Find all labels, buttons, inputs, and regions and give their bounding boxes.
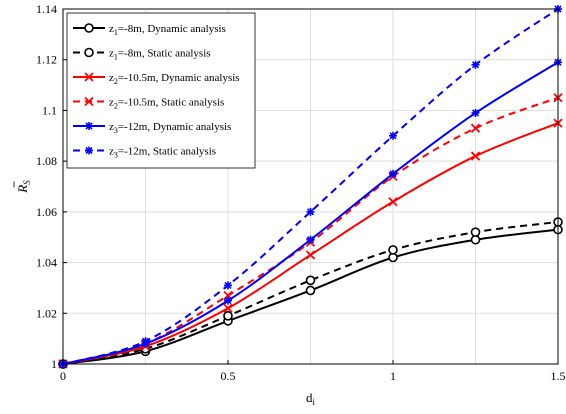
legend-entry: z3=-12m, Static analysis	[73, 146, 216, 160]
legend-label-sub: 3	[114, 151, 118, 160]
data-point	[470, 234, 481, 245]
data-point	[471, 60, 480, 69]
legend-label-rest: =-8m, Dynamic analysis	[118, 23, 226, 35]
data-point	[85, 146, 93, 155]
legend-entry: z1=-8m, Dynamic analysis	[73, 23, 226, 37]
data-point	[85, 122, 93, 130]
data-point-stroke	[306, 236, 315, 244]
legend-label-main: z	[109, 97, 114, 109]
y-tick-label: 1.12	[36, 53, 57, 67]
data-point-stroke	[470, 123, 481, 133]
legend-label-main: z	[109, 72, 114, 84]
data-point	[388, 252, 398, 263]
data-point	[223, 311, 233, 321]
data-point-stroke	[84, 72, 94, 82]
data-point	[84, 47, 94, 58]
data-point-stroke	[306, 208, 315, 216]
x-axis-title-main: d	[306, 390, 313, 405]
data-point-stroke	[388, 197, 398, 207]
legend-label-rest: =-8m, Static analysis	[118, 48, 211, 60]
legend-label-sub: 1	[114, 28, 118, 37]
data-point-stroke	[471, 109, 480, 117]
x-axis-title: di	[306, 390, 316, 407]
x-tick-label: 0.5	[221, 369, 236, 383]
legend-entry: z2=-10.5m, Static analysis	[73, 97, 224, 111]
plot-frame	[62, 8, 559, 365]
data-point-stroke	[224, 297, 232, 305]
x-axis-title-sub: i	[312, 397, 315, 407]
legend-label-sub: 2	[114, 102, 118, 111]
x-tick-label: 1.5	[551, 369, 566, 383]
legend-label-sub: 2	[114, 77, 118, 86]
y-tick-label: 1.1	[42, 103, 57, 117]
data-point	[470, 227, 481, 237]
legend-box	[66, 12, 256, 169]
data-point	[223, 303, 233, 313]
data-point	[306, 207, 315, 216]
y-axis-title-sub: S	[22, 180, 32, 185]
y-tick-label: 1.02	[36, 306, 57, 320]
data-point	[470, 123, 481, 133]
data-point-stroke	[85, 146, 93, 155]
data-point-stroke	[471, 61, 480, 69]
data-point-stroke	[85, 122, 93, 130]
data-point	[471, 108, 480, 117]
data-point-stroke	[305, 250, 316, 260]
data-point	[389, 131, 397, 140]
data-point	[470, 151, 481, 161]
y-tick-label: 1.08	[36, 154, 57, 168]
data-point-stroke	[84, 96, 94, 107]
data-point-stroke	[141, 337, 150, 345]
data-point-stroke	[223, 303, 233, 313]
data-point-stroke	[470, 151, 481, 161]
data-point	[224, 281, 232, 290]
data-point	[141, 337, 150, 346]
legend-label-rest: =-12m, Dynamic analysis	[118, 121, 231, 133]
y-axis-title: RS	[15, 180, 32, 194]
y-tick-label: 1.04	[36, 256, 57, 270]
legend-label: z3=-12m, Dynamic analysis	[109, 121, 231, 135]
data-point	[305, 250, 316, 260]
legend-entry: z2=-10.5m, Dynamic analysis	[73, 72, 240, 86]
data-point-stroke	[389, 132, 397, 140]
data-point	[84, 96, 94, 107]
legend-label-rest: =-10.5m, Dynamic analysis	[118, 72, 240, 84]
y-tick-label: 1.06	[36, 205, 57, 219]
legend-label: z2=-10.5m, Static analysis	[109, 97, 224, 111]
data-point	[388, 197, 398, 207]
data-point	[388, 245, 398, 255]
legend-label-main: z	[109, 146, 114, 158]
legend-label-rest: =-10.5m, Static analysis	[118, 97, 224, 109]
y-tick-label: 1	[51, 357, 57, 371]
data-point	[305, 275, 316, 286]
y-axis-title-main: R	[15, 185, 30, 194]
legend-label-main: z	[109, 121, 114, 133]
data-point-stroke	[389, 170, 397, 178]
tick-labels: 0 0.5 1 1.5 1 1.02 1.04 1.06 1.08 1.1 1.12 1.14	[36, 2, 566, 383]
legend-label: z1=-8m, Dynamic analysis	[109, 23, 226, 37]
data-point	[84, 72, 94, 82]
y-tick-label: 1.14	[36, 2, 57, 16]
data-point-stroke	[224, 281, 232, 289]
data-point	[306, 235, 315, 244]
legend-label-main: z	[109, 48, 114, 60]
legend-entry: z1=-8m, Static analysis	[73, 48, 211, 62]
x-tick-label: 0	[60, 369, 66, 383]
legend-label: z2=-10.5m, Dynamic analysis	[109, 72, 240, 86]
legend-entry: z3=-12m, Dynamic analysis	[73, 121, 231, 135]
legend-label-sub: 3	[114, 126, 118, 135]
legend-label: z3=-12m, Static analysis	[109, 146, 216, 160]
legend-label-sub: 1	[114, 53, 118, 62]
data-point	[84, 23, 94, 33]
x-tick-label: 1	[390, 369, 396, 383]
legend-label-main: z	[109, 23, 114, 35]
data-point	[389, 169, 397, 178]
legend-label: z1=-8m, Static analysis	[109, 48, 211, 62]
legend-label-rest: =-12m, Static analysis	[118, 146, 216, 158]
data-point	[224, 296, 232, 305]
data-point	[305, 285, 316, 296]
